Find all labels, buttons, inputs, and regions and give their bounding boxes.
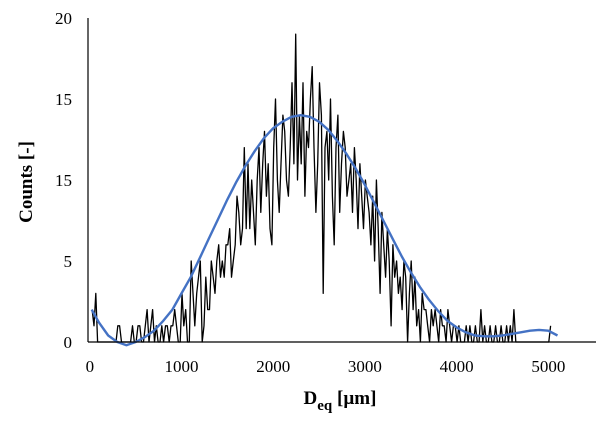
y-tick-label: 15 [55, 171, 72, 190]
y-axis-title: Counts [-] [16, 141, 37, 223]
x-ticks: 0 1000 2000 3000 4000 5000 [86, 357, 566, 376]
x-axis-title-main: D [304, 388, 318, 409]
x-tick-label: 0 [86, 357, 95, 376]
y-tick-label: 5 [64, 252, 73, 271]
y-tick-label: 20 [55, 9, 72, 28]
x-axis-title-sub: eq [317, 398, 333, 414]
x-axis-title: Deq [µm] [304, 388, 377, 414]
y-tick-label: 15 [55, 90, 72, 109]
x-tick-label: 5000 [531, 357, 565, 376]
x-tick-label: 3000 [348, 357, 382, 376]
plot-lines [90, 33, 559, 347]
y-tick-label: 0 [64, 333, 73, 352]
x-tick-label: 4000 [440, 357, 474, 376]
y-ticks: 0 5 15 15 20 [55, 9, 72, 352]
x-tick-label: 2000 [256, 357, 290, 376]
x-tick-label: 1000 [165, 357, 199, 376]
fit-curve-line [90, 113, 559, 347]
x-axis-title-unit: [µm] [332, 388, 376, 409]
raw-counts-line [91, 33, 552, 343]
